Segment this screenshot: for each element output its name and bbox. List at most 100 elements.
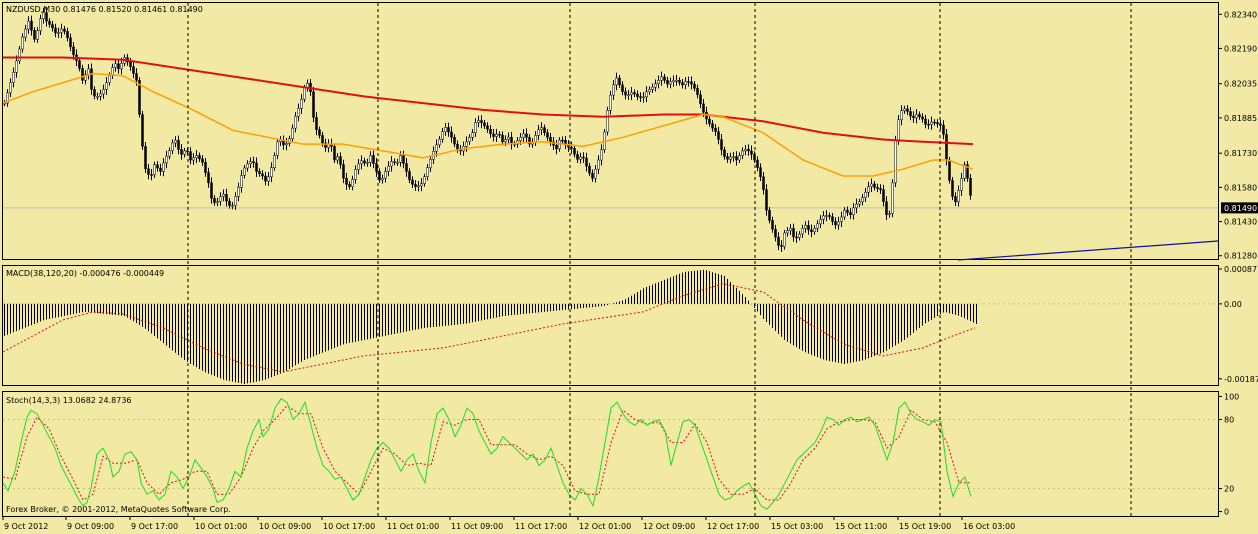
price-bar-body	[669, 81, 672, 85]
price-bar-body	[99, 93, 102, 97]
price-bar-body	[267, 176, 270, 182]
price-bar-body	[579, 156, 582, 160]
price-bar-body	[405, 163, 408, 172]
price-bar-body	[381, 178, 384, 181]
price-bar-body	[942, 124, 945, 135]
price-tick-label: 0.82190	[1224, 44, 1257, 53]
price-bar-body	[378, 171, 381, 181]
price-bar-body	[234, 196, 237, 206]
stoch-main-line	[2, 398, 972, 510]
price-bar-body	[144, 146, 147, 170]
price-bar-body	[828, 215, 831, 217]
time-tick-label: 15 Oct 11:00	[835, 522, 887, 531]
price-bar-body	[90, 68, 93, 90]
price-bar-body	[246, 163, 249, 169]
price-bar-body	[777, 236, 780, 246]
price-bar-body	[333, 146, 336, 161]
price-bar-body	[573, 148, 576, 155]
price-bar-body	[297, 108, 300, 117]
price-bar-body	[681, 82, 684, 86]
price-panel	[2, 2, 1219, 260]
price-bar-body	[933, 121, 936, 124]
price-bar-body	[849, 212, 852, 215]
price-bar-body	[522, 133, 525, 138]
price-bar-body	[180, 149, 183, 155]
price-bar-body	[168, 150, 171, 157]
trendline[interactable]	[957, 240, 1219, 261]
time-tick-label: 10 Oct 01:00	[195, 522, 247, 531]
price-bar-body	[732, 156, 735, 158]
price-bar-body	[81, 68, 84, 81]
stoch-tick-label: 0	[1224, 508, 1229, 517]
price-bar-body	[183, 150, 186, 155]
price-bar-body	[366, 162, 369, 164]
price-bar-body	[786, 230, 789, 234]
price-bar-body	[315, 117, 318, 130]
price-bar-body	[843, 209, 846, 218]
price-bar-body	[138, 80, 141, 115]
price-tick-label: 0.82340	[1224, 10, 1257, 19]
price-bar-body	[258, 171, 261, 174]
price-bar-body	[768, 209, 771, 221]
price-bar-body	[228, 200, 231, 206]
price-bar-body	[66, 31, 69, 39]
price-bar-body	[252, 161, 255, 164]
price-bar-body	[717, 131, 720, 140]
price-bar-body	[114, 63, 117, 68]
price-bar-body	[720, 139, 723, 151]
price-bar-body	[585, 157, 588, 167]
macd-title: MACD(38,120,20) -0.000476 -0.000449	[6, 269, 164, 278]
price-tick-label: 0.81430	[1224, 218, 1257, 227]
price-bar-body	[291, 127, 294, 140]
price-bar-body	[135, 73, 138, 81]
price-bar-body	[912, 115, 915, 119]
price-bar-body	[606, 110, 609, 133]
price-bar-body	[108, 75, 111, 83]
time-tick-label: 12 Oct 01:00	[579, 522, 631, 531]
price-bar-body	[645, 91, 648, 98]
price-bar-body	[249, 161, 252, 165]
price-bar-body	[702, 103, 705, 113]
price-tick-label: 0.81730	[1224, 149, 1257, 158]
price-bar-body	[810, 229, 813, 233]
price-bar-body	[39, 18, 42, 32]
price-panel-title: NZDUSD,M30 0.81476 0.81520 0.81461 0.814…	[6, 5, 203, 14]
price-bar-body	[84, 74, 87, 81]
price-bar-body	[489, 129, 492, 135]
price-bar-body	[822, 215, 825, 220]
price-bar-body	[480, 120, 483, 124]
price-bar-body	[960, 178, 963, 191]
price-bar-body	[153, 164, 156, 176]
price-bar-body	[771, 220, 774, 230]
price-bar-body	[636, 93, 639, 97]
price-bar-body	[318, 129, 321, 136]
macd-panel	[2, 265, 1219, 386]
price-bar-body	[897, 119, 900, 141]
time-tick-label: 11 Oct 09:00	[451, 522, 503, 531]
price-bar-body	[207, 172, 210, 184]
price-bar-body	[858, 201, 861, 205]
price-bar-body	[339, 156, 342, 165]
price-bar-body	[471, 132, 474, 138]
price-bar-body	[954, 196, 957, 203]
ma-slow-line	[3, 56, 974, 146]
time-tick-label: 9 Oct 2012	[4, 522, 48, 531]
price-bar-body	[666, 80, 669, 85]
price-bar-body	[477, 120, 480, 123]
price-bar-body	[561, 139, 564, 142]
macd-tick-label: 0.00087	[1224, 265, 1257, 274]
price-bar-body	[408, 171, 411, 181]
price-bar-body	[879, 188, 882, 190]
price-bar-body	[735, 156, 738, 161]
price-bar-body	[369, 155, 372, 163]
price-bar-body	[837, 221, 840, 226]
price-bar-body	[825, 215, 828, 217]
price-bar-body	[594, 168, 597, 179]
price-bar-body	[129, 61, 132, 67]
price-bar-body	[609, 94, 612, 111]
price-bar-body	[783, 232, 786, 247]
price-bar-body	[696, 88, 699, 95]
price-bar-body	[63, 28, 66, 32]
price-bar-body	[627, 94, 630, 96]
